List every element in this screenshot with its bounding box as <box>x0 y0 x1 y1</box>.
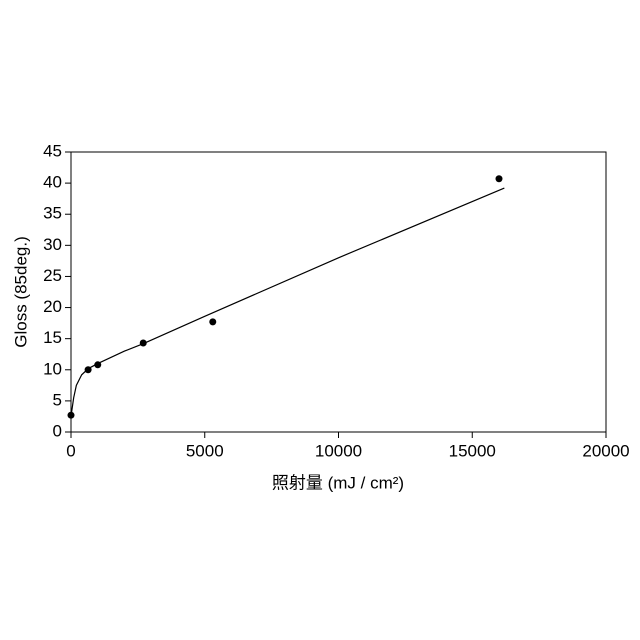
y-tick-label: 0 <box>53 421 62 440</box>
x-tick-label: 15000 <box>449 441 496 460</box>
x-axis-label: 照射量 (mJ / cm²) <box>272 473 404 492</box>
y-tick-label: 5 <box>53 390 62 409</box>
x-tick-label: 10000 <box>315 441 362 460</box>
data-point <box>496 175 503 182</box>
plot-frame <box>71 152 606 432</box>
y-tick-label: 10 <box>43 359 62 378</box>
x-tick-label: 5000 <box>186 441 224 460</box>
y-tick-label: 20 <box>43 297 62 316</box>
y-tick-label: 15 <box>43 328 62 347</box>
x-tick-label: 20000 <box>582 441 629 460</box>
chart: 照射量 (mJ / cm²) Gloss (85deg.) 0 5 10 15 20 25… <box>0 0 640 640</box>
y-tick-label: 45 <box>43 141 62 160</box>
x-tick-label: 0 <box>66 441 75 460</box>
y-tick-label: 25 <box>43 266 62 285</box>
y-axis-label: Gloss (85deg.) <box>11 236 30 348</box>
data-point <box>209 318 216 325</box>
y-tick-label: 35 <box>43 204 62 223</box>
y-tick-label: 30 <box>43 235 62 254</box>
y-tick-label: 40 <box>43 173 62 192</box>
fit-curve <box>71 188 504 416</box>
